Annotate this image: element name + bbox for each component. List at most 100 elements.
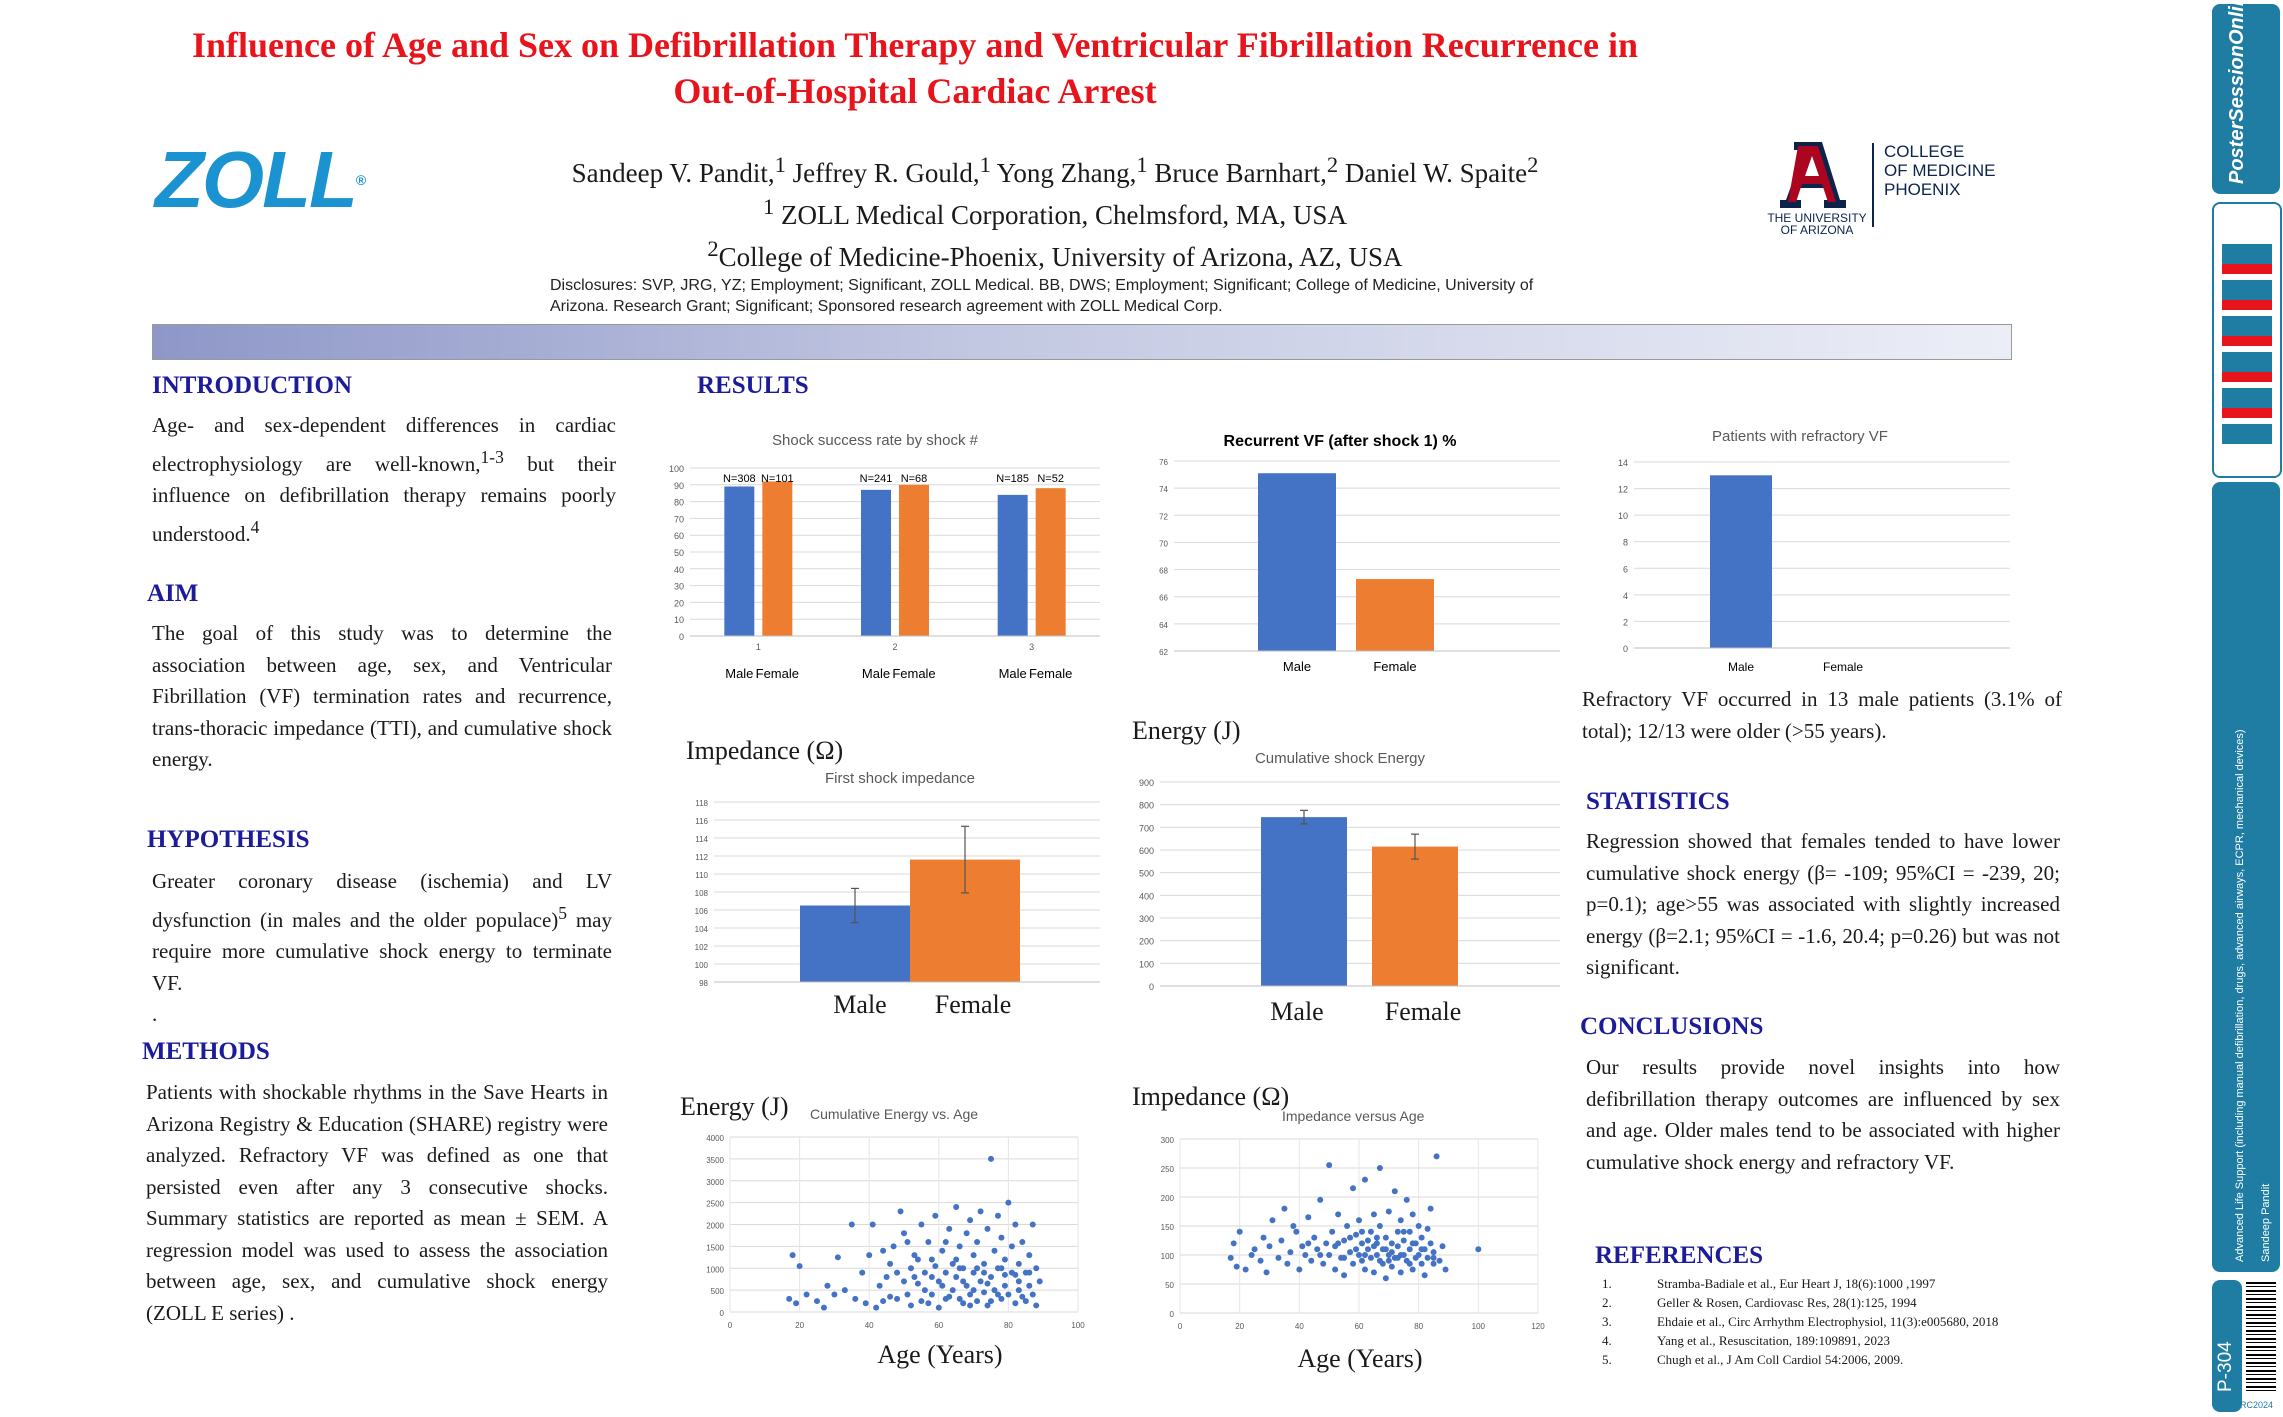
y-tick-label: 2 [1623, 617, 1628, 627]
scatter-point [1335, 1240, 1342, 1247]
affiliation-1: 1 ZOLL Medical Corporation, Chelmsford, … [763, 194, 1347, 230]
scatter-point [883, 1274, 890, 1280]
y-tick-label: 70 [1159, 539, 1168, 548]
scatter-point [1367, 1228, 1374, 1235]
scatter-point [956, 1243, 963, 1250]
scatter-point [831, 1291, 838, 1298]
bar-male [1258, 473, 1336, 651]
y-tick-label: 500 [1139, 869, 1154, 879]
scatter-point [1015, 1287, 1022, 1294]
scatter-point [1029, 1221, 1036, 1228]
y-tick-label: 0 [679, 632, 684, 642]
scatter-point [1036, 1278, 1043, 1285]
bar-male [997, 494, 1028, 636]
scatter-point [981, 1269, 988, 1276]
scatter-point [869, 1221, 876, 1228]
energy-scatter-label: Energy (J) [680, 1092, 789, 1121]
scatter-point [841, 1287, 848, 1294]
scatter-point [1409, 1240, 1416, 1247]
y-tick-label: 3500 [706, 1156, 724, 1165]
scatter-point [1335, 1211, 1342, 1218]
sidebar-brand: PosterSessionOnline [2226, 0, 2248, 184]
scatter-point [848, 1221, 855, 1228]
y-tick-label: 10 [674, 615, 684, 625]
scatter-point [1406, 1228, 1413, 1235]
scatter-point [1361, 1266, 1368, 1273]
scatter-point [1320, 1260, 1327, 1267]
x-category-label: Female [1373, 659, 1416, 674]
scatter-point [873, 1304, 880, 1311]
scatter-point [939, 1282, 946, 1289]
scatter-point [946, 1225, 953, 1232]
n-label: N=241 [860, 473, 893, 485]
scatter-point [970, 1269, 977, 1276]
author-list: Sandeep V. Pandit,1 Jeffrey R. Gould,1 Y… [571, 152, 1539, 188]
y-tick-label: 0 [1149, 982, 1154, 992]
bar-female [1356, 579, 1434, 651]
scatter-point [974, 1239, 981, 1245]
scatter-point [1382, 1275, 1389, 1282]
scatter-point [1409, 1266, 1416, 1273]
x-tick-label: 60 [934, 1321, 943, 1330]
scatter-point [1308, 1257, 1315, 1264]
university-logo: THE UNIVERSITY OF ARIZONA COLLEGE OF MED… [1762, 138, 2012, 237]
scatter-point [935, 1278, 942, 1285]
x-tick-label: 1 [756, 642, 761, 652]
scatter-point [1005, 1199, 1012, 1206]
bar-female [762, 481, 793, 636]
scatter-point [921, 1269, 928, 1276]
scatter-point [1388, 1263, 1395, 1270]
scatter-point [1326, 1162, 1333, 1169]
n-label: N=68 [901, 473, 928, 485]
scatter-point [1388, 1240, 1395, 1247]
y-tick-label: 112 [695, 853, 708, 862]
reference-item: 4. Yang et al., Resuscitation, 189:109891… [1602, 1333, 1891, 1348]
y-tick-label: 50 [674, 548, 684, 558]
scatter-point [1311, 1234, 1318, 1241]
scatter-point [894, 1295, 901, 1302]
reference-item: 3. Ehdaie et al., Circ Arrhythm Electroph… [1602, 1314, 1999, 1329]
scatter-point [1403, 1196, 1410, 1203]
scatter-point [1281, 1205, 1288, 1212]
scatter-point [820, 1304, 827, 1311]
disclosures: Disclosures: SVP, JRG, YZ; Employment; S… [550, 277, 1534, 315]
scatter-point [1305, 1240, 1312, 1247]
scatter-point [918, 1221, 925, 1228]
scatter-point [786, 1295, 793, 1302]
chart-title-refractory: Patients with refractory VF [1712, 428, 1888, 445]
x-tick-label: 100 [1071, 1321, 1085, 1330]
reference-item: 5. Chugh et al., J Am Coll Cardiol 54:200… [1602, 1352, 1904, 1367]
scatter-point [1347, 1234, 1354, 1241]
scatter-point [925, 1300, 932, 1307]
scatter-point [1370, 1211, 1377, 1218]
y-tick-label: 12 [1618, 485, 1628, 495]
y-tick-label: 80 [674, 498, 684, 508]
poster-sidebar: PosterSessionOnline Advanced Life Suppor… [2210, 0, 2283, 1417]
energy-male-label: Male [1270, 997, 1324, 1026]
scatter-point [907, 1265, 914, 1272]
scatter-point [988, 1274, 994, 1280]
scatter-point [803, 1291, 810, 1298]
results-heading: RESULTS [697, 372, 809, 399]
scatter-point [1394, 1228, 1401, 1235]
scatter-point [1326, 1252, 1333, 1258]
y-tick-label: 30 [674, 582, 684, 592]
y-tick-label: 76 [1159, 458, 1168, 467]
energy-scatter-age-label: Age (Years) [877, 1340, 1003, 1369]
chart-first-shock-impedance: 98 100 102 104 106 108 110 112 114 116 118 [695, 799, 1100, 988]
y-tick-label: 200 [1139, 937, 1154, 947]
chart-recurrent-vf: 62 64 66 68 70 72 74 76 Male Female [1159, 458, 1560, 674]
scatter-point [953, 1204, 960, 1210]
sidebar-brand-block[interactable]: PosterSessionOnline [2212, 0, 2280, 194]
scatter-point [1376, 1165, 1383, 1171]
y-tick-label: 6 [1623, 564, 1628, 574]
y-tick-label: 20 [674, 598, 684, 608]
scatter-point [1026, 1282, 1033, 1289]
scatter-point [1361, 1252, 1368, 1258]
scatter-point [789, 1252, 796, 1259]
bar-male [1710, 475, 1772, 648]
references-heading: REFERENCES [1595, 1242, 1764, 1269]
n-label: N=101 [761, 473, 794, 485]
impedance-female-label: Female [934, 990, 1012, 1019]
scatter-point [981, 1260, 988, 1267]
